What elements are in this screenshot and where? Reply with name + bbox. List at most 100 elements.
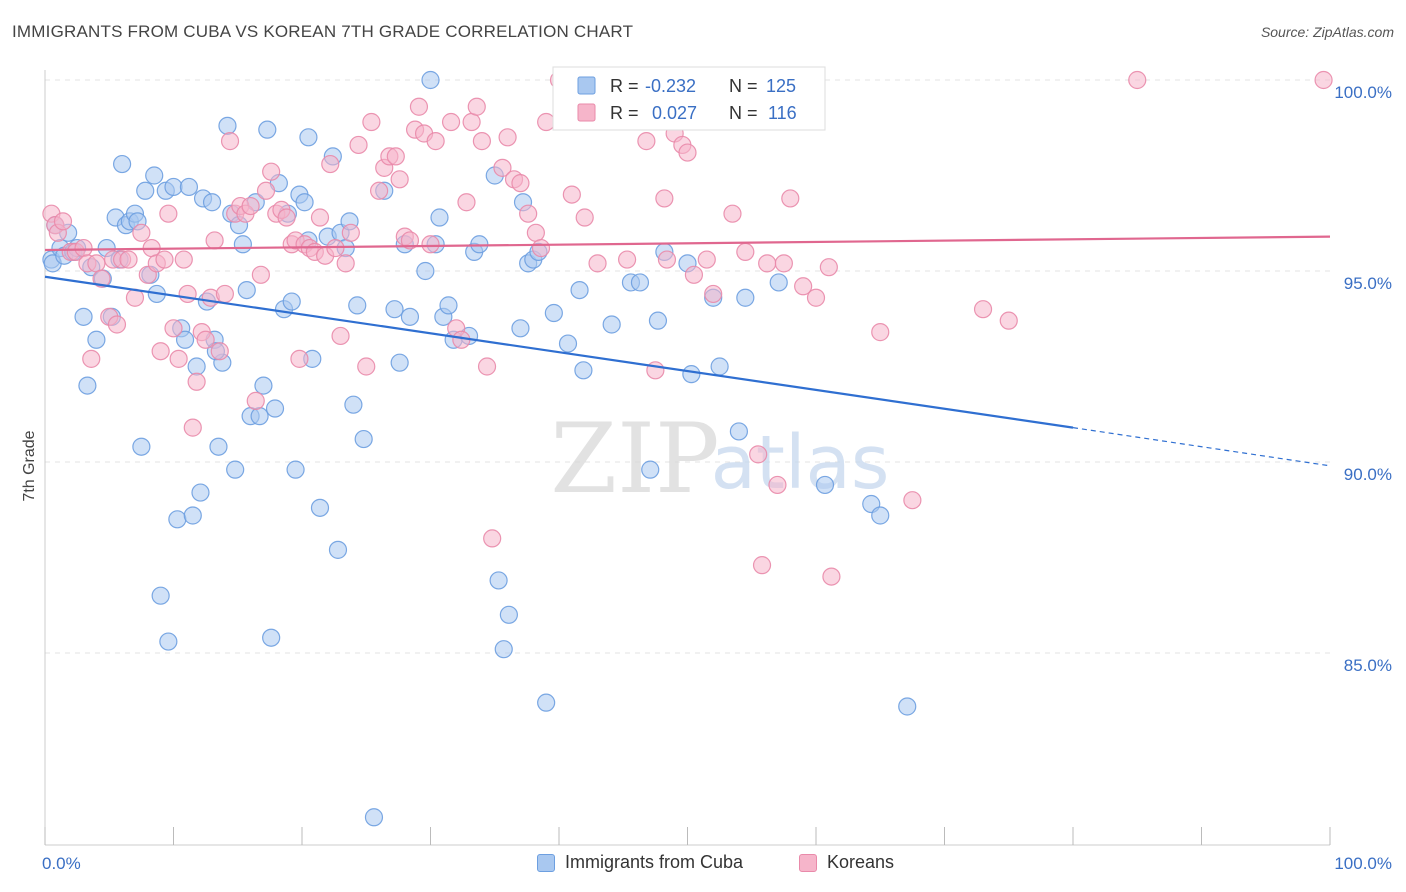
cuba-point — [168, 510, 187, 529]
korean-point — [74, 238, 93, 258]
cuba-point — [710, 357, 729, 376]
cuba-point — [286, 460, 305, 479]
cuba-point — [470, 235, 489, 254]
cuba-point — [159, 632, 178, 651]
korean-point — [697, 250, 716, 269]
cuba-point — [151, 586, 170, 605]
legend-swatch-koreans-bottom — [799, 853, 817, 872]
legend-r-value-koreans: 0.027 — [652, 103, 697, 123]
korean-point — [657, 250, 677, 269]
korean-point — [871, 323, 890, 342]
legend-item-cuba: Immigrants from Cuba — [537, 852, 743, 873]
watermark-zip: ZIP — [550, 403, 719, 515]
cuba-point — [544, 303, 563, 323]
cuba-point — [354, 429, 373, 449]
cuba-point — [183, 506, 202, 525]
legend-r-value-cuba: -0.232 — [645, 76, 696, 96]
korean-point — [822, 567, 841, 586]
trend-line-cuba — [44, 275, 1074, 429]
cuba-point — [237, 281, 256, 300]
cuba-point — [769, 273, 788, 292]
cuba-point — [258, 120, 277, 139]
legend-swatch-koreans — [577, 103, 596, 122]
korean-point — [178, 284, 197, 304]
cuba-point — [641, 460, 660, 479]
korean-point — [537, 112, 556, 132]
cuba-point — [421, 70, 440, 90]
korean-point — [1128, 70, 1147, 90]
korean-point — [390, 170, 409, 189]
korean-point — [421, 235, 440, 254]
korean-point — [277, 208, 296, 227]
cuba-point — [348, 296, 367, 315]
legend-r-label-koreans: R = — [610, 103, 639, 123]
korean-point — [483, 529, 502, 548]
y-tick-label: 100.0% — [1334, 83, 1392, 102]
korean-point — [321, 154, 340, 174]
cuba-point — [630, 273, 650, 292]
korean-point — [493, 158, 512, 177]
korean-point — [151, 342, 170, 361]
korean-point — [903, 491, 922, 510]
legend-swatch-cuba-bottom — [537, 853, 555, 872]
legend-label-cuba: Immigrants from Cuba — [565, 852, 744, 872]
legend-bottom: Immigrants from Cuba Koreans — [0, 850, 1406, 880]
cuba-point — [254, 376, 273, 395]
korean-point — [637, 132, 656, 151]
points-layer — [42, 70, 1333, 827]
cuba-point — [511, 319, 530, 338]
legend-swatch-cuba — [577, 76, 596, 95]
korean-point — [155, 250, 174, 269]
korean-point — [774, 254, 793, 273]
cuba-point — [209, 437, 228, 456]
cuba-point — [164, 177, 183, 197]
korean-point — [251, 265, 270, 284]
korean-point — [187, 372, 206, 391]
korean-point — [519, 204, 538, 223]
korean-point — [704, 284, 723, 304]
y-tick-label: 90.0% — [1344, 465, 1392, 484]
x-tick-label-start: 0.0% — [42, 854, 81, 873]
korean-point — [678, 143, 697, 162]
korean-point — [768, 475, 787, 495]
cuba-point — [574, 361, 593, 380]
korean-point — [794, 277, 813, 296]
chart-source: Source: ZipAtlas.com — [1260, 24, 1394, 40]
korean-point — [164, 319, 183, 338]
legend-top-box — [552, 66, 826, 131]
korean-point — [215, 284, 234, 304]
korean-point — [241, 196, 260, 216]
korean-point — [806, 288, 826, 307]
cuba-point — [328, 540, 348, 559]
korean-point — [210, 342, 229, 361]
cuba-point — [112, 154, 132, 174]
korean-point — [618, 250, 637, 269]
cuba-point — [74, 307, 93, 326]
cuba-point — [250, 407, 269, 426]
cuba-point — [602, 315, 621, 334]
legend-n-label-cuba: N = — [729, 76, 758, 96]
cuba-point — [136, 181, 155, 200]
korean-point — [511, 174, 530, 193]
cuba-point — [295, 193, 314, 212]
cuba-point — [299, 128, 318, 147]
cuba-point — [499, 605, 518, 624]
korean-point — [526, 223, 545, 242]
cuba-point — [265, 399, 285, 418]
korean-point — [462, 112, 481, 132]
cuba-point — [439, 296, 458, 315]
cuba-point — [233, 235, 252, 254]
cuba-point — [390, 353, 409, 372]
korean-point — [357, 357, 376, 376]
korean-point — [220, 132, 240, 151]
korean-point — [196, 330, 215, 349]
cuba-point — [226, 460, 245, 479]
cuba-point — [648, 311, 668, 330]
korean-point — [752, 556, 772, 575]
korean-point — [82, 349, 101, 368]
y-tick-label: 95.0% — [1344, 274, 1392, 293]
cuba-point — [310, 498, 330, 517]
korean-point — [467, 97, 486, 116]
korean-point — [205, 231, 224, 250]
cuba-point — [179, 177, 199, 197]
